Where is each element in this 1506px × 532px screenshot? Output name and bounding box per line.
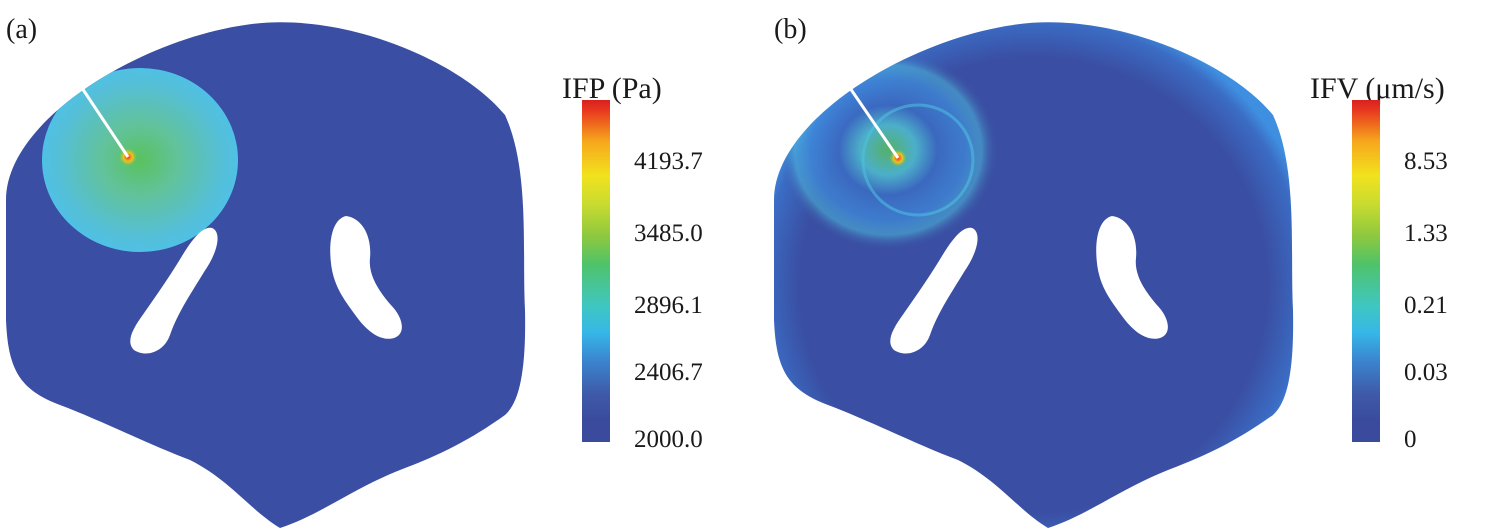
needle-a [80,87,130,158]
colorbar-b [1352,100,1380,442]
needle-b [848,87,900,159]
ifv-contour-plot [774,22,1294,529]
velocity-ring [861,103,975,217]
colorbar-a [582,100,610,442]
ventricle-right-a [330,216,402,339]
tick-b-2: 1.33 [1404,220,1448,247]
high-pressure-region [42,68,238,252]
ventricle-right-b [1096,216,1168,339]
tick-a-1: 4193.7 [634,148,703,175]
ifp-contour-plot [6,22,526,529]
tick-b-4: 0.03 [1404,359,1448,386]
panel-a: (a) IFP (Pa) [6,14,703,529]
velocity-halo [778,50,998,250]
panel-label-a: (a) [6,14,38,45]
tick-a-2: 3485.0 [634,220,703,247]
panel-label-b: (b) [774,14,807,45]
tick-a-5: 2000.0 [634,426,703,453]
colorbar-title-b: IFV (μm/s) [1310,72,1445,105]
tick-a-3: 2896.1 [634,292,703,319]
ventricle-left-b [890,227,978,354]
tick-b-3: 0.21 [1404,292,1448,319]
ventricle-left-a [130,227,218,354]
tick-b-5: 0 [1404,426,1417,453]
tick-b-1: 8.53 [1404,148,1448,175]
panel-b: (b) [768,0,1506,532]
tick-a-4: 2406.7 [634,359,703,386]
colorbar-title-a: IFP (Pa) [562,72,662,105]
